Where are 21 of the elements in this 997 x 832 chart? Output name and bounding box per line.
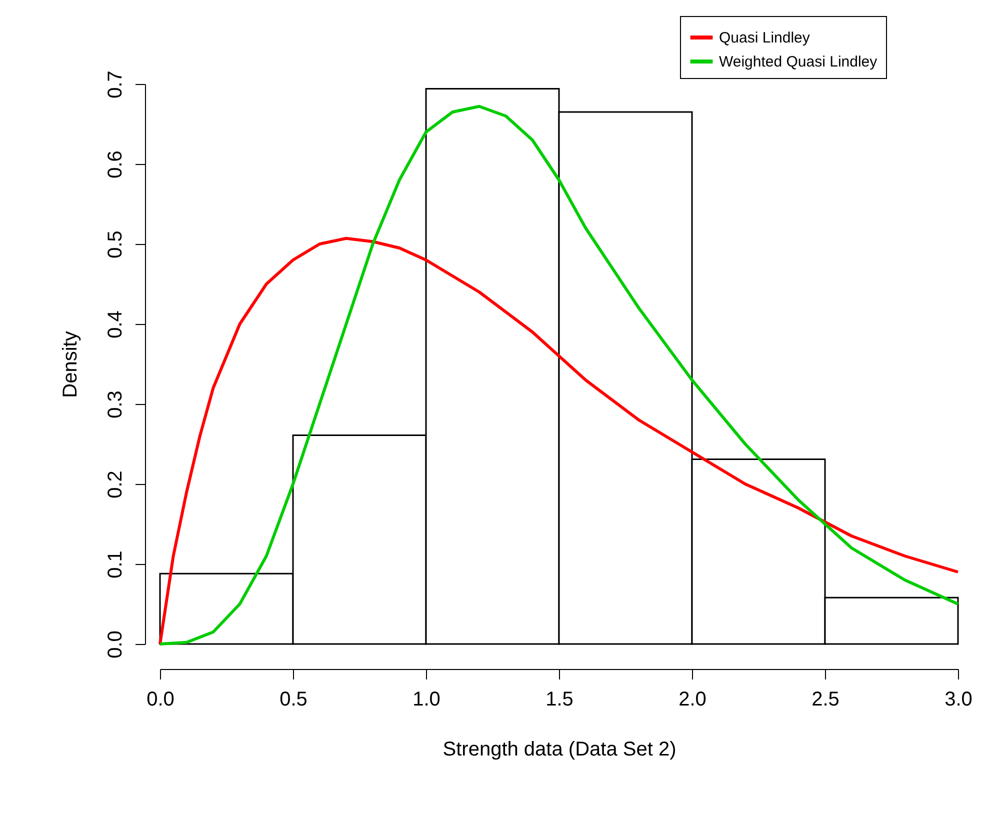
y-tick-label: 0.0 <box>104 630 126 658</box>
y-tick-label: 0.7 <box>104 70 126 98</box>
y-tick-label: 0.6 <box>104 150 126 178</box>
x-tick-label: 2.5 <box>812 688 840 710</box>
x-tick-label: 3.0 <box>944 688 972 710</box>
x-axis-title: Strength data (Data Set 2) <box>442 738 676 760</box>
legend-label: Weighted Quasi Lindley <box>719 54 878 70</box>
y-tick-label: 0.4 <box>104 310 126 338</box>
legend-label: Quasi Lindley <box>719 30 810 46</box>
y-tick-label: 0.1 <box>104 550 126 578</box>
x-tick-label: 1.0 <box>412 688 440 710</box>
x-tick-label: 0.0 <box>146 688 174 710</box>
y-tick-label: 0.3 <box>104 390 126 418</box>
y-axis-title: Density <box>60 331 82 398</box>
y-tick-label: 0.5 <box>104 230 126 258</box>
x-tick-label: 0.5 <box>280 688 308 710</box>
line-series <box>158 236 960 646</box>
x-tick-label: 1.5 <box>546 688 574 710</box>
x-tick-label: 2.0 <box>678 688 706 710</box>
line-series <box>158 104 960 646</box>
y-tick-label: 0.2 <box>104 470 126 498</box>
